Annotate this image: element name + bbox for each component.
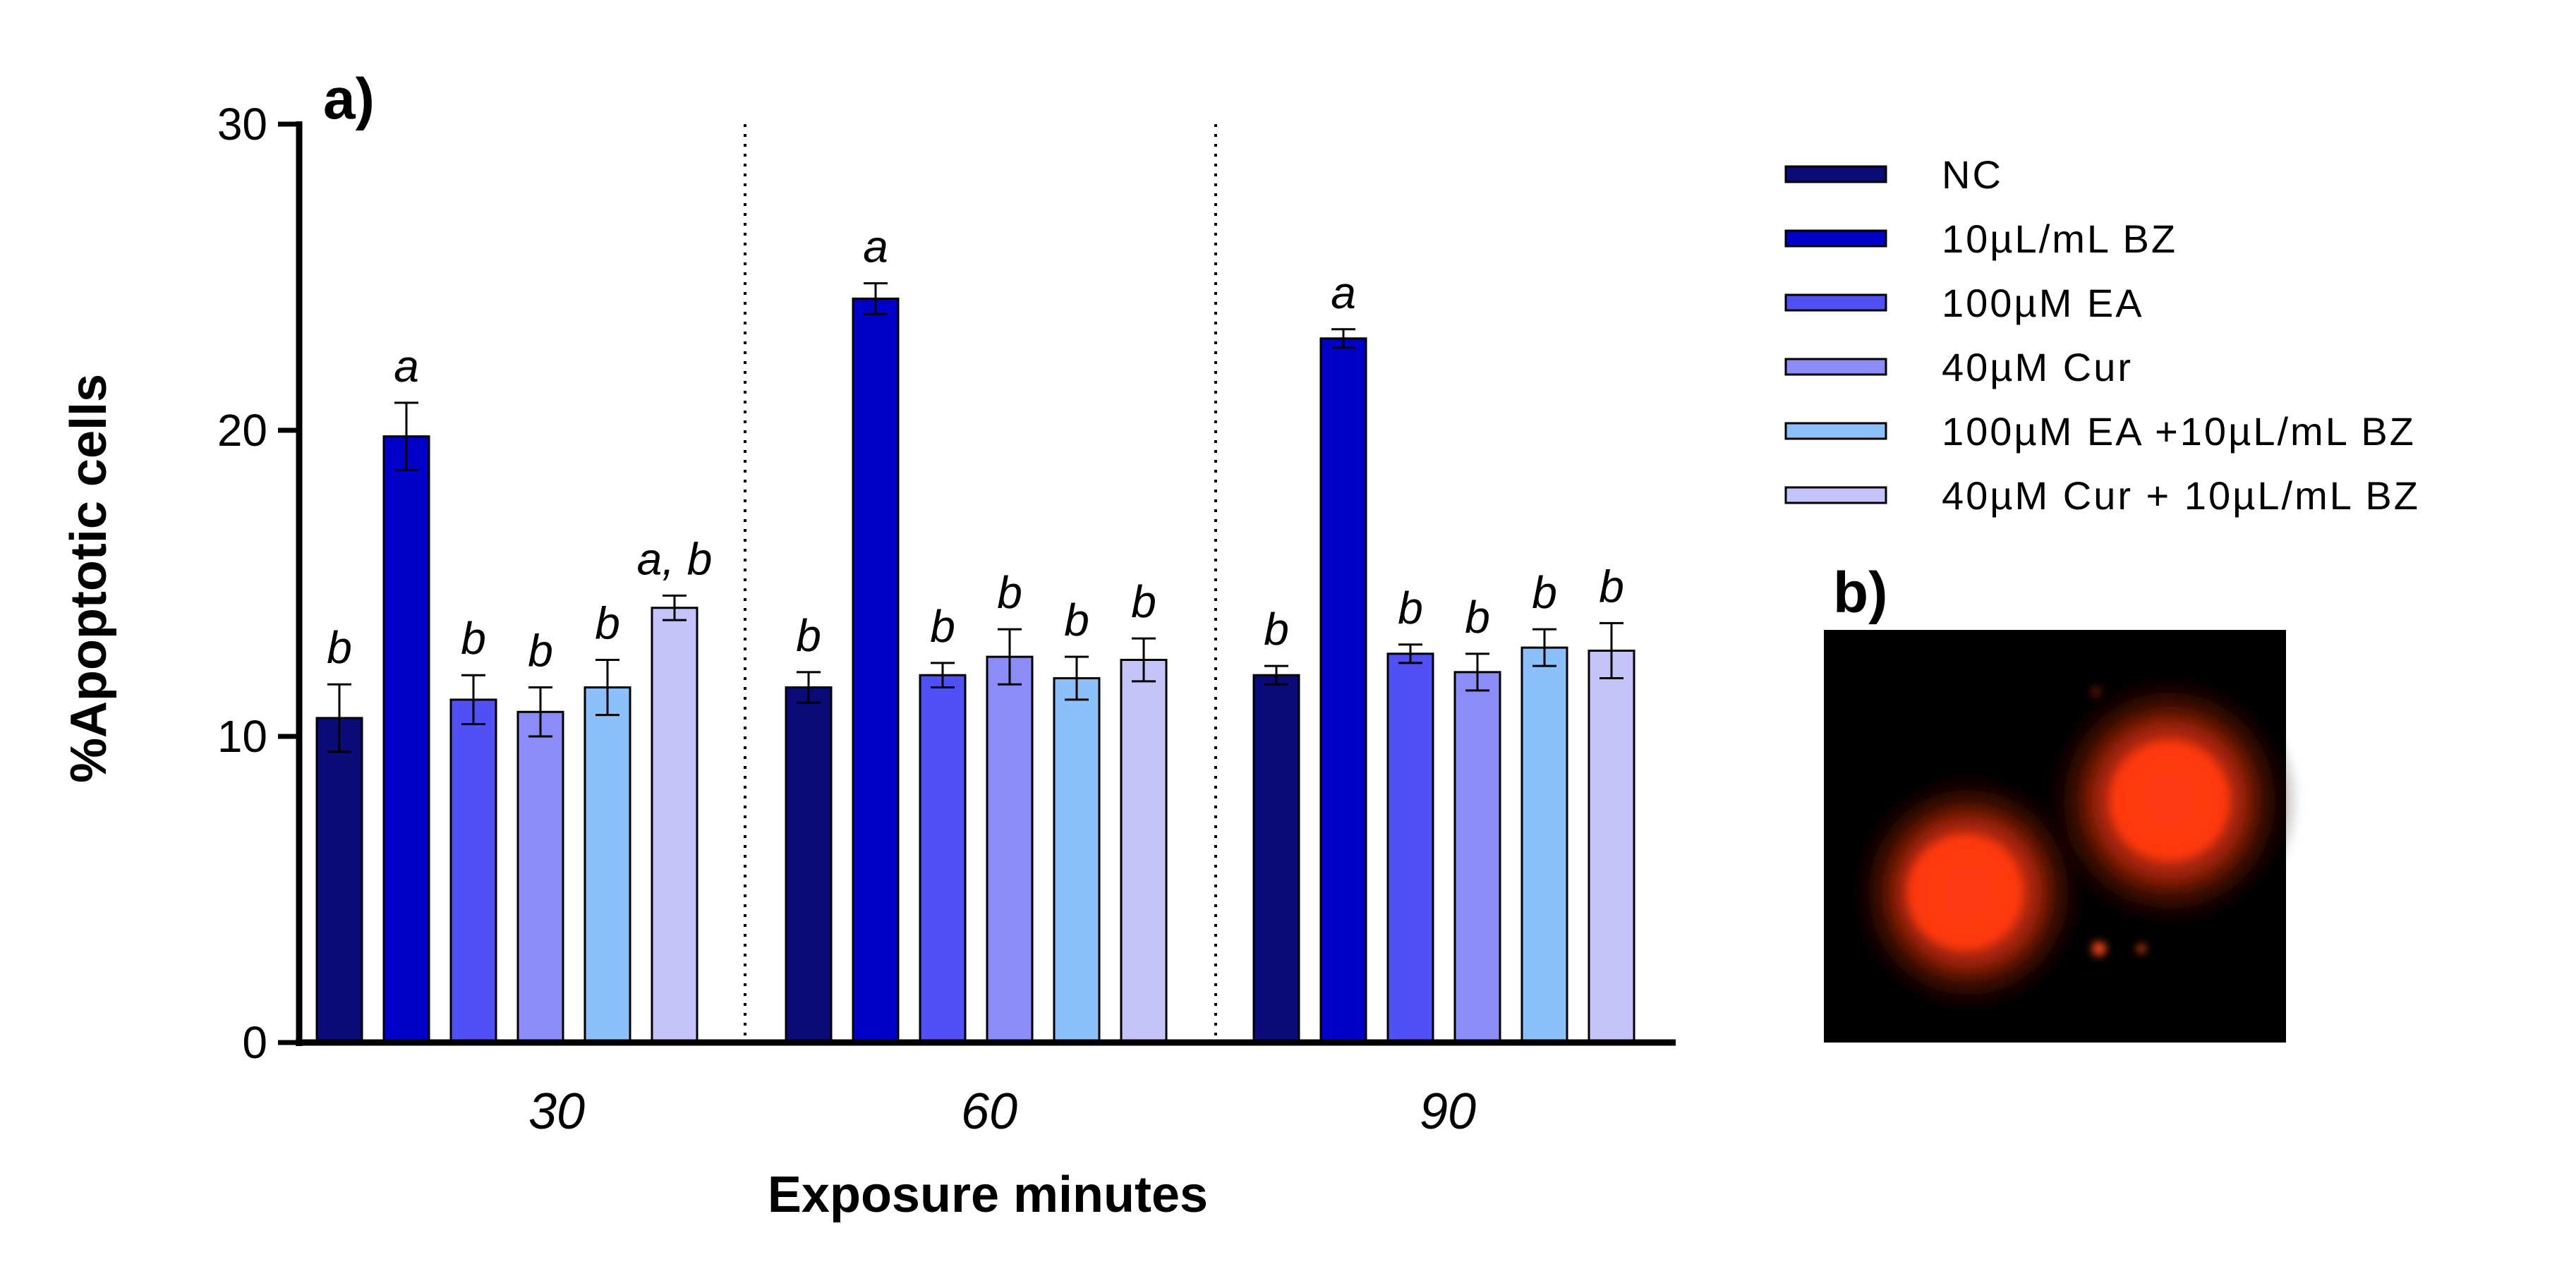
bar [1319,337,1367,1044]
cell-core-right [2110,741,2230,861]
legend-label: 100µM EA [1942,281,2144,325]
legend-label: NC [1942,152,2003,197]
bar [1588,649,1635,1044]
speck-1 [2092,942,2106,956]
significance-label: b [528,626,553,676]
cell-core-left [1907,834,2023,950]
legend-label: 10µL/mL BZ [1942,217,2177,261]
significance-label: b [595,598,620,649]
significance-label: b [1465,592,1490,643]
significance-label: a [394,341,419,391]
bar [1453,671,1501,1044]
x-tick-label: 90 [1420,1083,1476,1140]
significance-label: b [1599,561,1624,612]
legend-swatch [1784,486,1887,504]
speck-2 [2137,944,2146,953]
y-axis-title: %Apoptotic cells [61,374,117,783]
bar [516,710,564,1044]
x-axis-title: Exposure minutes [768,1167,1208,1223]
legend-swatch [1784,422,1887,440]
bar [986,655,1034,1044]
bar [1252,674,1300,1044]
bar [1053,677,1101,1044]
legend-swatch [1784,293,1887,312]
legend-label: 40µM Cur [1942,345,2133,389]
significance-label: b [1398,583,1423,633]
speck-3 [2092,688,2099,695]
significance-label: b [1131,576,1156,627]
bar [651,607,699,1044]
significance-label: a [1331,267,1356,318]
bar [1120,659,1168,1044]
y-tick-label: 30 [217,99,267,150]
y-tick-label: 20 [217,405,267,456]
legend-label: 100µM EA +10µL/mL BZ [1942,409,2416,454]
bar [852,297,900,1044]
significance-label: b [1064,595,1089,645]
legend-swatch [1784,229,1887,248]
y-tick-label: 0 [242,1017,267,1068]
significance-label: b [1532,567,1557,618]
significance-label: a [863,221,888,272]
significance-label: b [1264,604,1289,655]
bar [1520,646,1568,1044]
legend: NC 10µL/mL BZ 100µM EA 40µM Cur 100µM EA +10… [1784,152,2420,518]
legend-swatch [1784,358,1887,376]
y-tick-label: 10 [217,711,267,762]
x-tick-label: 60 [961,1083,1017,1140]
bar [1386,652,1434,1044]
significance-label: b [796,610,821,661]
panel-a-label: a) [323,67,375,131]
panel-b-label: b) [1833,561,1887,625]
micrograph [1824,630,2300,1043]
significance-label: b [997,567,1022,618]
legend-swatch [1784,165,1887,183]
bar [583,686,631,1044]
bar [919,674,967,1044]
x-tick-label: 30 [528,1083,585,1140]
significance-label: b [461,613,486,664]
bar [382,435,430,1044]
legend-label: 40µM Cur + 10µL/mL BZ [1942,473,2420,518]
bar [449,698,497,1044]
bar [315,717,363,1044]
significance-label: a, b [637,533,713,584]
bar [785,686,833,1044]
significance-label: b [930,601,955,652]
significance-label: b [327,622,352,673]
